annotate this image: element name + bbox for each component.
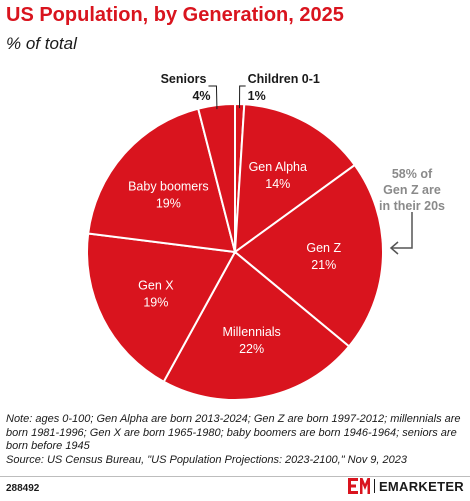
slice-label-children-0-1: Children 0-1 [248, 72, 320, 86]
pie-chart: Children 0-1 1% Gen Alpha 14% Gen Z 21% Millen… [86, 72, 445, 401]
brand-name: EMARKETER [378, 478, 464, 494]
slice-value-seniors: 4% [192, 89, 210, 103]
pie-slices [86, 102, 384, 401]
slice-value-millennials: 22% [239, 342, 264, 356]
slice-value-gen-x: 19% [143, 295, 168, 309]
note-text: Note: ages 0-100; Gen Alpha are born 201… [6, 413, 461, 452]
annotation-line-2: Gen Z are [383, 183, 441, 197]
annotation-arrow-head [389, 241, 399, 255]
slice-millennials [162, 250, 351, 401]
annotation-arrow-line [392, 212, 413, 249]
slice-value-children-0-1: 1% [248, 89, 266, 103]
slice-gen-alpha [233, 103, 357, 255]
slice-label-millennials: Millennials [222, 325, 280, 339]
slice-label-baby-boomers: Baby boomers [128, 179, 209, 193]
pie-labels: Children 0-1 1% Gen Alpha 14% Gen Z 21% Millen… [128, 72, 341, 356]
chart-subtitle: % of total [6, 34, 77, 53]
slice-value-baby-boomers: 19% [156, 196, 181, 210]
slice-label-gen-alpha: Gen Alpha [249, 160, 307, 174]
slice-label-gen-x: Gen X [138, 278, 174, 292]
em-logo-icon [347, 478, 370, 494]
brand-separator [373, 479, 375, 493]
chart-id: 288492 [6, 483, 40, 494]
leader-line-children-0-1 [239, 85, 246, 109]
slice-baby-boomers [87, 107, 237, 254]
slice-gen-z [233, 163, 384, 348]
annotation-line-1: 58% of [392, 167, 433, 181]
slice-gen-x [86, 232, 237, 384]
slice-label-gen-z: Gen Z [306, 241, 341, 255]
annotation-line-3: in their 20s [379, 199, 445, 213]
footer-divider [0, 476, 470, 477]
brand-logo: EMARKETER [347, 478, 464, 494]
chart-notes: Note: ages 0-100; Gen Alpha are born 201… [6, 413, 464, 467]
chart-title: US Population, by Generation, 2025 [6, 4, 344, 26]
gen-z-annotation: 58% of Gen Z are in their 20s [379, 167, 445, 255]
slice-label-seniors: Seniors [161, 72, 207, 86]
source-text: Source: US Census Bureau, "US Population… [6, 453, 407, 466]
leader-line-seniors [208, 85, 218, 110]
slice-value-gen-alpha: 14% [265, 177, 290, 191]
slice-value-gen-z: 21% [311, 258, 336, 272]
